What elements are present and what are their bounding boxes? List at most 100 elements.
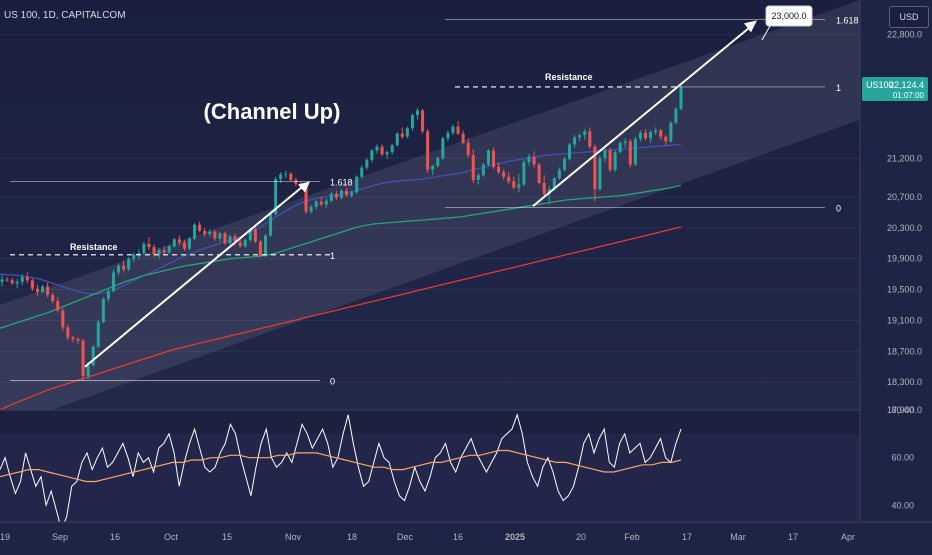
candle-body (618, 142, 622, 153)
candle-body (593, 146, 597, 190)
candle-body (608, 150, 612, 170)
candle-body (233, 236, 237, 243)
candle-body (106, 291, 110, 299)
currency-button[interactable]: USD (889, 6, 929, 28)
time-tick-label: 18 (347, 532, 357, 542)
candle-body (20, 277, 24, 282)
candle-body (375, 146, 379, 151)
candle-body (360, 167, 364, 177)
candle-body (172, 239, 176, 247)
candle-body (193, 224, 197, 239)
candle-body (603, 150, 607, 159)
fib-label-0-left: 0 (330, 377, 335, 387)
candle-body (578, 135, 582, 138)
candle-body (96, 321, 100, 347)
fib-label-0-right: 0 (836, 204, 841, 214)
candle-body (410, 115, 414, 129)
fib-label-1-left: 1 (330, 251, 335, 261)
rsi-tick-label: 80.00 (891, 405, 914, 415)
time-tick-label: Oct (164, 532, 179, 542)
candle-body (228, 236, 232, 244)
candle-body (167, 246, 171, 253)
candle-body (649, 132, 653, 139)
projection-arrowhead-left (298, 181, 310, 193)
time-tick-label: Apr (841, 532, 855, 542)
candle-body (0, 279, 4, 282)
candle-body (309, 206, 313, 212)
candle-body (573, 137, 577, 145)
price-tag-value: 22,124.4 (889, 80, 924, 90)
time-tick-label: 15 (222, 532, 232, 542)
candle-body (157, 250, 161, 255)
candle-body (71, 337, 75, 339)
time-tick-label: Dec (397, 532, 414, 542)
candle-body (41, 286, 45, 292)
target-label: 23,000.0 (771, 11, 806, 21)
candle-body (61, 310, 65, 328)
candle-body (583, 131, 587, 136)
candle-body (56, 301, 60, 311)
ma-line-3 (0, 226, 682, 411)
candle-body (644, 132, 648, 139)
candle-body (177, 239, 181, 243)
candle-body (15, 281, 19, 284)
candle-body (86, 365, 90, 377)
price-tick-label: 19,100.0 (887, 315, 922, 325)
fib-label-1618-right: 1.618 (836, 15, 859, 25)
candle-body (66, 327, 70, 338)
candle-body (35, 288, 39, 292)
candle-body (208, 231, 212, 234)
candle-body (426, 131, 430, 170)
time-tick-label: Sep (52, 532, 68, 542)
candle-body (294, 179, 298, 184)
resistance-label-2: Resistance (545, 72, 593, 82)
price-tick-label: 20,700.0 (887, 192, 922, 202)
price-tick-label: 18,700.0 (887, 346, 922, 356)
candle-body (334, 193, 338, 198)
candle-body (51, 294, 55, 302)
candle-body (385, 152, 389, 155)
candle-body (5, 279, 9, 281)
candle-body (466, 142, 470, 156)
candle-body (633, 138, 637, 165)
candle-body (25, 277, 29, 281)
price-tick-label: 19,900.0 (887, 254, 922, 264)
candle-body (122, 265, 126, 270)
candle-body (81, 340, 85, 377)
price-tick-label: 20,300.0 (887, 223, 922, 233)
price-tick-label: 22,800.0 (887, 30, 922, 40)
time-tick-label: Feb (624, 532, 640, 542)
candle-body (269, 213, 273, 236)
time-tick-label: Nov (285, 532, 302, 542)
candle-body (390, 145, 394, 153)
candle-body (248, 229, 252, 241)
candle-body (664, 136, 668, 142)
candle-body (350, 192, 354, 196)
candle-body (491, 150, 496, 167)
rsi-line (0, 413, 682, 531)
candle-body (117, 265, 121, 273)
candle-body (623, 141, 627, 143)
price-tag-symbol: US100 (866, 80, 894, 90)
candle-body (132, 254, 136, 259)
candle-body (137, 253, 141, 255)
candle-body (258, 241, 262, 256)
candle-body (415, 110, 420, 116)
channel-title: (Channel Up) (204, 99, 341, 124)
candle-body (289, 173, 293, 180)
time-tick-label: Mar (730, 532, 746, 542)
candle-body (486, 150, 490, 165)
rsi-tick-label: 60.00 (891, 453, 914, 463)
candle-body (198, 224, 202, 231)
candle-body (552, 178, 556, 190)
price-tick-label: 19,500.0 (887, 285, 922, 295)
candle-body (10, 280, 14, 284)
candle-body (365, 159, 369, 168)
candle-body (638, 132, 642, 139)
candle-body (507, 176, 511, 182)
rsi-tick-label: 40.00 (891, 500, 914, 510)
candle-body (542, 182, 546, 194)
candle-body (628, 141, 632, 165)
candle-body (111, 272, 115, 292)
